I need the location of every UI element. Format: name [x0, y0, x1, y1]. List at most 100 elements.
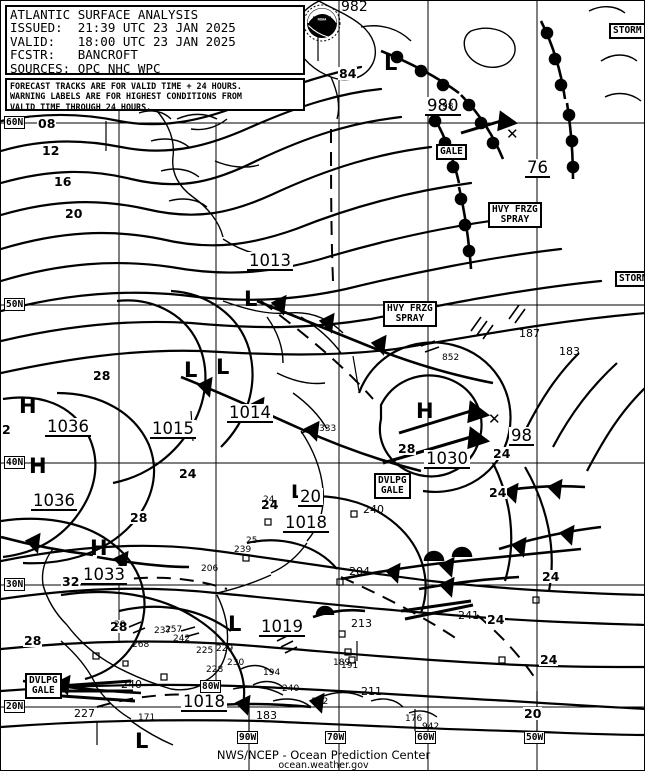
warning-label-hvy-frzg-spray-central: HVY FRZG SPRAY [383, 301, 437, 327]
website-url: ocean.weather.gov [278, 760, 369, 771]
warning-label-storm-east: STORM [615, 271, 644, 287]
isobar-label-28-west: 28 [129, 510, 149, 525]
warning-label-dvlpg-gale-central: DVLPG GALE [374, 473, 411, 499]
isobar-label-24-rightlow: 24 [486, 612, 506, 627]
pressure-value-20-low: 20 [298, 487, 323, 507]
wind-barbs [128, 304, 526, 654]
lat-label-60n: 60N [4, 116, 26, 129]
pressure-value-1013: 1013 [247, 251, 293, 271]
low-center-1019: L [228, 612, 242, 636]
pressure-value-1014: 1014 [227, 403, 273, 423]
lon-label-60w: 60W [415, 731, 437, 744]
station-number: 240 [363, 503, 384, 516]
high-center-1036-west: H [29, 454, 47, 478]
station-number: 171 [138, 713, 156, 723]
lon-label-80w: 80W [200, 680, 222, 693]
station-number: 211 [361, 685, 382, 698]
isobar-label-20: 20 [64, 206, 84, 221]
noaa-seal-icon: NOAA [303, 4, 341, 42]
note-line-3: VALID TIME THROUGH 24 HOURS. [10, 101, 152, 112]
station-number: 182 [311, 697, 329, 707]
station-number: 237 [154, 626, 172, 636]
station-number: 225 [196, 646, 214, 656]
station-number: 227 [74, 707, 95, 720]
high-center-1033-gulf: H [90, 536, 108, 560]
warning-label-storm-ne: STORM [609, 23, 644, 39]
station-number: 206 [201, 564, 219, 574]
isobar-label-24-se1: 24 [541, 569, 561, 584]
station-number: 228 [206, 665, 224, 675]
valid-time: VALID: 18:00 UTC 23 JAN 2025 [10, 33, 236, 49]
pressure-value-98: 98 [509, 426, 534, 446]
pressure-value-982: 982 [341, 0, 368, 15]
high-center-1030-central: H [416, 399, 434, 423]
station-number: 204 [349, 565, 370, 578]
svg-text:NOAA: NOAA [318, 17, 327, 21]
forecaster-name: FCSTR: BANCROFT [10, 47, 138, 63]
pressure-value-1036-west: 1036 [31, 491, 77, 511]
lat-label-20n: 20N [4, 700, 26, 713]
data-sources: SOURCES: OPC NHC WPC [10, 60, 161, 76]
station-number: 28 [114, 620, 126, 630]
warning-label-gale: GALE [436, 144, 467, 160]
station-number: 240 [121, 678, 142, 691]
isobar-label-24-center: 24 [260, 497, 280, 512]
station-number: 213 [351, 617, 372, 630]
warning-label-hvy-frzg-spray-ne: HVY FRZG SPRAY [488, 202, 542, 228]
lat-label-40n: 40N [4, 456, 26, 469]
chart-title: ATLANTIC SURFACE ANALYSIS [10, 7, 199, 22]
station-number: 268 [132, 640, 150, 650]
isobar-label-24-east: 24 [488, 485, 508, 500]
lon-label-70w: 70W [325, 731, 347, 744]
pressure-value-1030: 1030 [424, 449, 470, 469]
isobar-label-2-edge: 2 [1, 422, 12, 437]
coastlines [41, 1, 642, 746]
low-center-1013: L [244, 287, 258, 311]
station-number: 187 [519, 327, 540, 340]
forecast-position-marker: ✕ [506, 125, 519, 143]
low-center-1018-gulf: L [135, 729, 149, 753]
pressure-value-1036-north: 1036 [45, 417, 91, 437]
station-number: 852 [442, 353, 460, 363]
forecast-tracks [44, 110, 519, 703]
station-number: 191 [341, 661, 359, 671]
isobar-label-28-gulf: 28 [109, 619, 129, 634]
lat-label-50n: 50N [4, 298, 26, 311]
cold-fronts [1, 294, 602, 716]
pressure-value-76: 76 [525, 158, 550, 178]
pressure-value-1033: 1033 [81, 565, 127, 585]
station-number: 183 [256, 709, 277, 722]
low-center-1014: L [216, 355, 230, 379]
pressure-value-1015: 1015 [150, 419, 196, 439]
forecast-position-marker: ✕ [488, 410, 501, 428]
pressure-value-1018-gulf: 1018 [181, 692, 227, 712]
isobar-label-24-se2: 24 [539, 652, 559, 667]
note-line-2: WARNING LABELS ARE FOR HIGHEST CONDITION… [10, 91, 242, 102]
isobar-label-16: 16 [53, 174, 73, 189]
isobar-label-28-north: 28 [92, 368, 112, 383]
station-number: 183 [559, 345, 580, 358]
station-number: 25 [246, 536, 258, 546]
lat-label-30n: 30N [4, 578, 26, 591]
pressure-value-1019: 1019 [259, 617, 305, 637]
issued-time: ISSUED: 21:39 UTC 23 JAN 2025 [10, 20, 236, 36]
warning-label-dvlpg-gale-gulf: DVLPG GALE [25, 673, 62, 699]
isobar-label-08: 08 [37, 116, 57, 131]
lon-label-90w: 90W [237, 731, 259, 744]
station-number: 242 [173, 634, 191, 644]
station-number: 194 [263, 668, 281, 678]
warm-fronts [312, 20, 580, 619]
isobar-label-28-swedge: 28 [23, 633, 43, 648]
station-number: 230 [227, 658, 245, 668]
station-number: 240 [282, 684, 300, 694]
isobar-label-32: 32 [61, 574, 81, 589]
note-line-1: FORECAST TRACKS ARE FOR VALID TIME + 24 … [10, 81, 242, 91]
station-number: 257 [165, 625, 183, 635]
lon-label-50w: 50W [524, 731, 546, 744]
high-center-1036-north: H [19, 394, 37, 418]
low-center-1015: L [184, 358, 198, 382]
header-info-box: ATLANTIC SURFACE ANALYSIS ISSUED: 21:39 … [5, 5, 305, 75]
pressure-value-1018: 1018 [283, 513, 329, 533]
